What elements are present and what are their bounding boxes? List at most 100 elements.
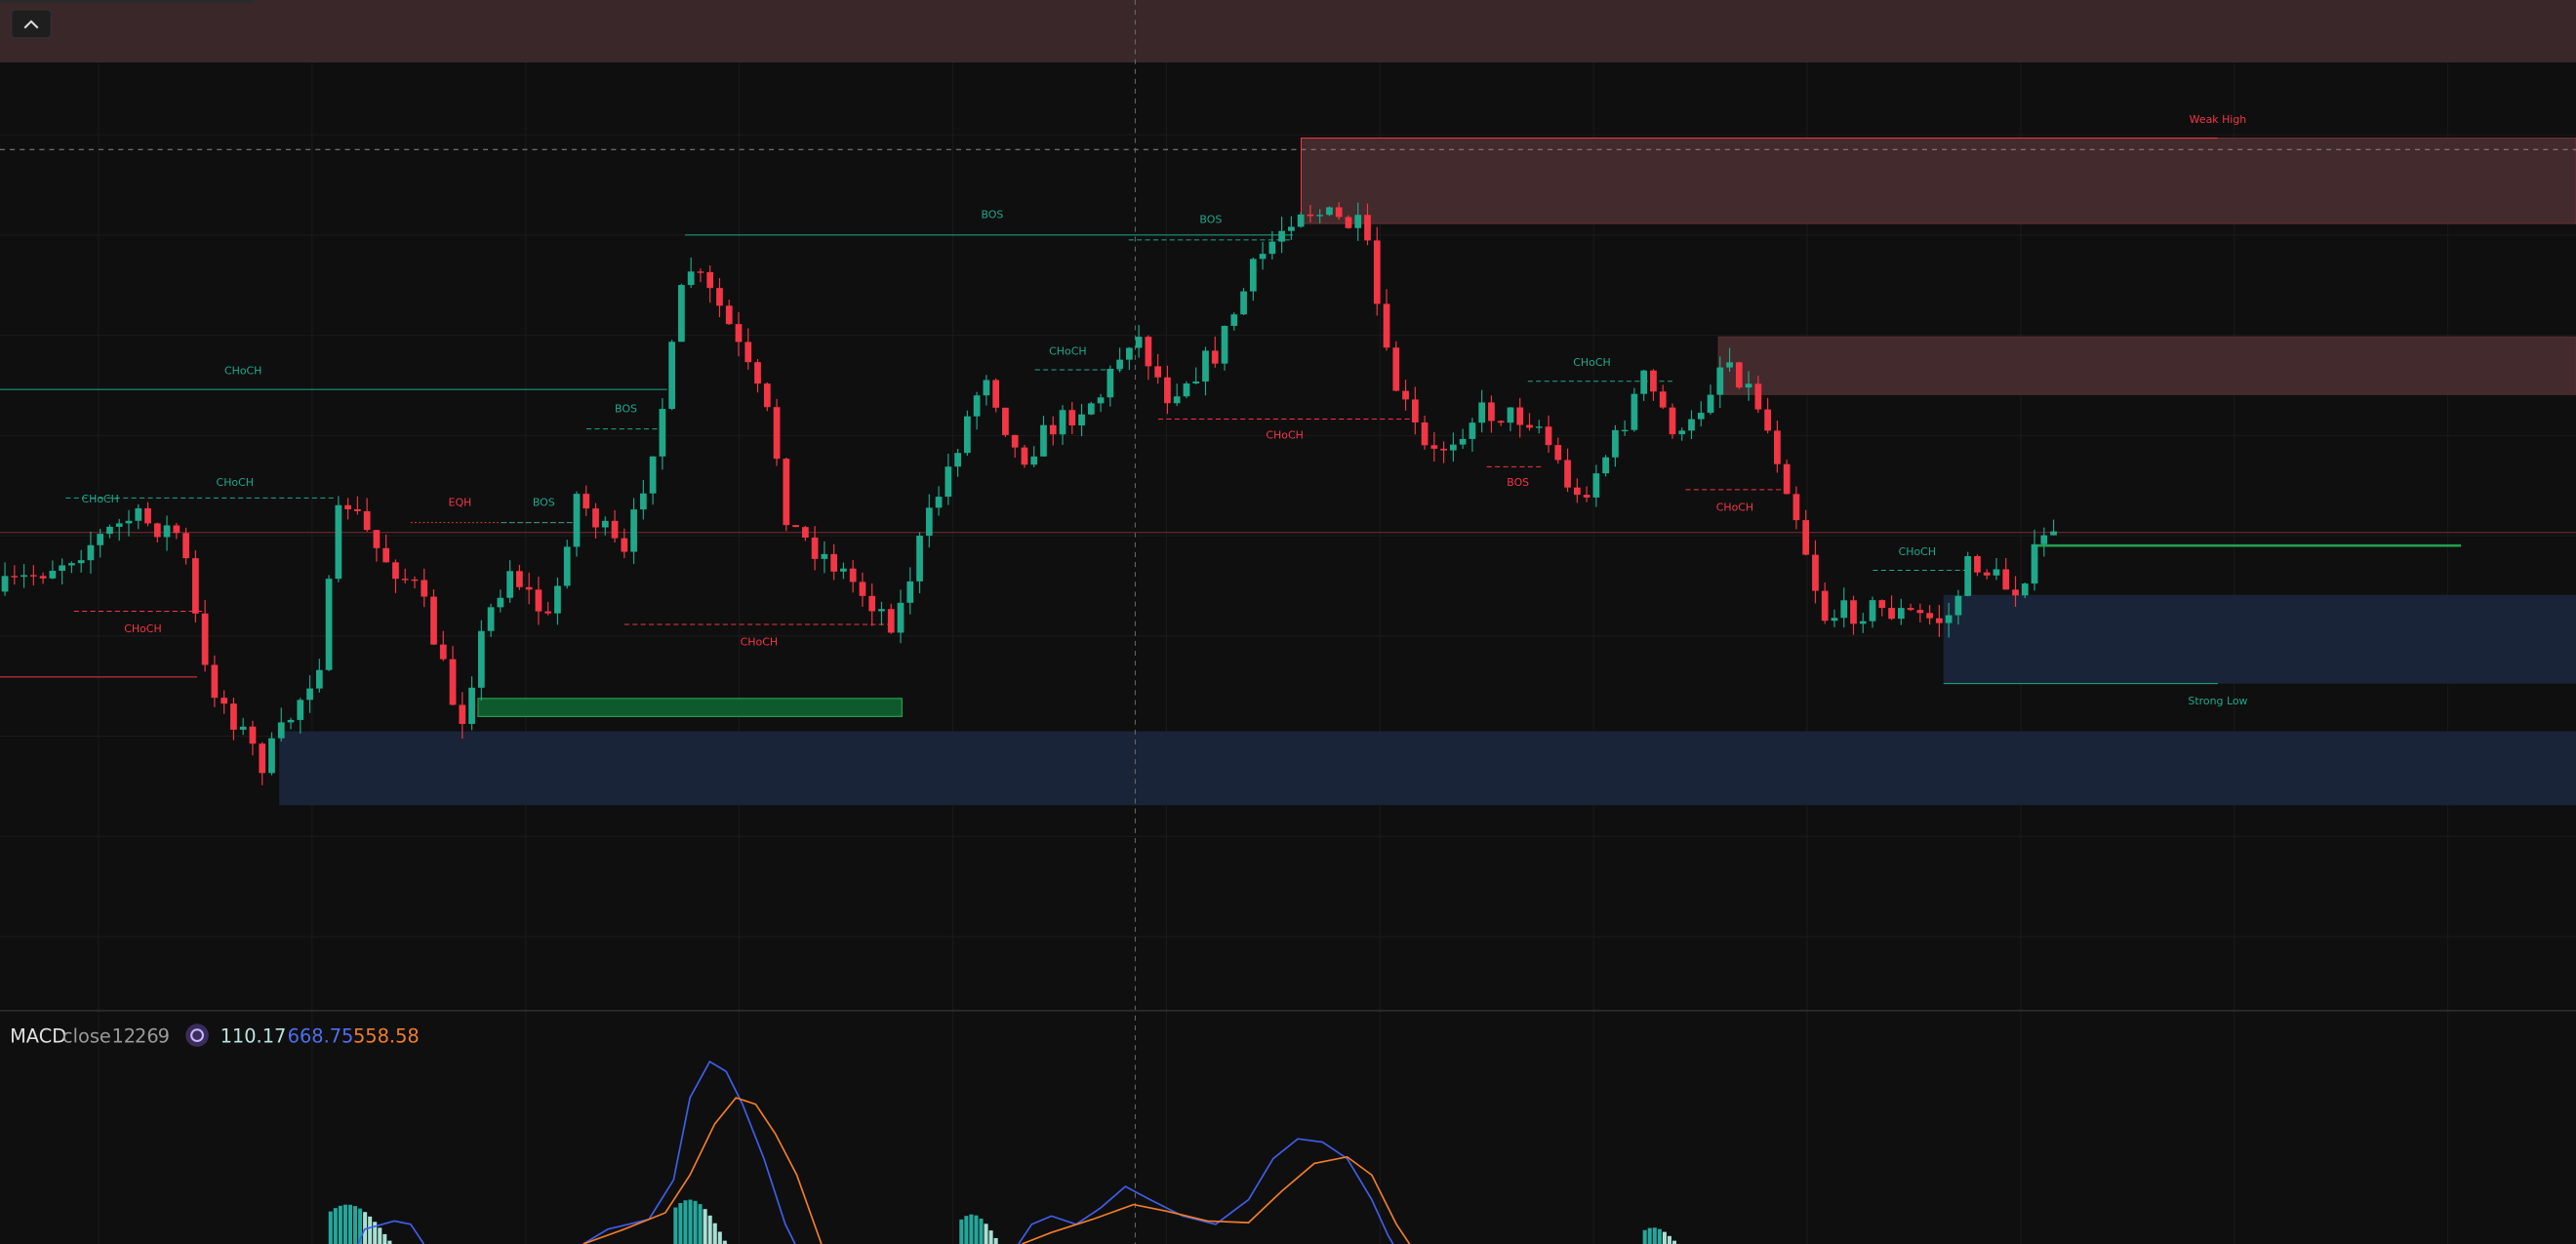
sync-icon[interactable] <box>185 1023 209 1047</box>
candle-body <box>1411 399 1419 422</box>
histogram-bar <box>979 1218 984 1244</box>
candle-body <box>1850 600 1857 624</box>
candle-body <box>1945 615 1952 623</box>
candle-body <box>1726 362 1733 368</box>
structure-label: CHoCH <box>1266 428 1303 441</box>
candle-body <box>783 459 790 526</box>
collapse-button[interactable] <box>11 9 52 39</box>
demand-zone <box>279 731 2576 806</box>
candle-body <box>1030 456 1038 465</box>
histogram-bar <box>352 1206 358 1244</box>
candle-body <box>1621 429 1629 432</box>
histogram-bar <box>683 1200 688 1244</box>
candle-body <box>125 520 133 524</box>
candle-body <box>1840 600 1848 619</box>
indicator-header: MACD close 12 26 9 110.17 668.75 558.58 <box>10 1023 420 1047</box>
candle-body <box>1535 426 1543 428</box>
histogram-bar <box>333 1208 338 1244</box>
histogram-bar <box>698 1204 703 1244</box>
candle-body <box>392 562 399 580</box>
candle-body <box>887 609 895 633</box>
button-bg[interactable] <box>11 9 52 39</box>
candle-body <box>754 362 761 384</box>
candle-body <box>421 580 428 597</box>
candle-body <box>1650 370 1657 392</box>
signal-line <box>583 1097 1411 1244</box>
candle-body <box>1926 613 1934 619</box>
structure-label: CHoCH <box>1716 501 1753 513</box>
candle-body <box>1516 407 1524 425</box>
supply-zone <box>1300 137 2576 224</box>
candle-body <box>211 664 219 699</box>
candle-body <box>1249 259 1257 292</box>
candle-body <box>859 582 866 596</box>
candle-body <box>1364 215 1371 241</box>
candle-body <box>1116 359 1123 369</box>
histogram-bar <box>712 1223 717 1244</box>
candle-body <box>983 380 990 396</box>
candle-body <box>1154 366 1162 378</box>
candle-body <box>153 523 161 538</box>
histogram-bar <box>974 1215 979 1244</box>
candle-body <box>1202 350 1209 382</box>
candle-body <box>144 508 151 524</box>
indicator-param: 12 <box>111 1024 136 1047</box>
candle-body <box>1145 337 1152 367</box>
candle-body <box>1507 407 1514 423</box>
candle-body <box>735 324 743 342</box>
candle-body <box>20 575 27 578</box>
histogram-bar <box>342 1204 347 1244</box>
candle-body <box>1135 337 1143 348</box>
histogram-bar <box>347 1204 352 1244</box>
histogram-bar <box>688 1199 693 1244</box>
structure-label: BOS <box>982 209 1004 221</box>
candle-body <box>1288 226 1295 231</box>
candle-body <box>1792 494 1800 521</box>
candle-body <box>1354 215 1362 228</box>
sync-icon-ring[interactable] <box>190 1028 204 1043</box>
candle-body <box>1869 600 1876 622</box>
candle-body <box>639 493 647 510</box>
candle-body <box>925 507 933 537</box>
candle-body <box>697 271 704 273</box>
candle-body <box>201 613 209 665</box>
candle-body <box>487 607 495 631</box>
supply-zone <box>0 0 2576 63</box>
candle-body <box>811 537 819 559</box>
chevron-icon[interactable] <box>23 20 39 29</box>
candle-body <box>373 530 381 548</box>
macd-histogram <box>328 1199 1677 1244</box>
candle-body <box>525 586 533 590</box>
candle-body <box>1954 595 1962 616</box>
candle-body <box>11 576 19 578</box>
candle-body <box>1583 495 1590 498</box>
candle-body <box>1878 600 1886 609</box>
candle-body <box>992 380 1000 408</box>
candle-body <box>1097 397 1105 404</box>
candle-body <box>1707 394 1714 414</box>
candle-body <box>277 722 285 739</box>
histogram-bar <box>722 1240 727 1244</box>
histogram-bar <box>959 1219 964 1244</box>
indicator-param: 9 <box>158 1024 170 1047</box>
candle-body <box>191 558 199 614</box>
candle-body <box>763 383 771 408</box>
indicator-source: close <box>62 1024 111 1047</box>
candle-body <box>1183 383 1190 397</box>
candle-body <box>1974 555 1981 573</box>
candle-body <box>1612 429 1619 458</box>
candle-body <box>221 698 228 704</box>
candle-body <box>306 688 313 701</box>
structure-label: CHoCH <box>124 622 161 635</box>
candle-body <box>1259 254 1267 260</box>
histogram-bar <box>673 1207 678 1244</box>
candle-body <box>315 669 323 689</box>
histogram-bar <box>1667 1235 1671 1244</box>
candles <box>1 202 2057 785</box>
candle-body <box>1392 347 1400 391</box>
candle-body <box>573 494 581 547</box>
histogram-bar <box>984 1224 988 1244</box>
candle-body <box>1678 430 1686 435</box>
